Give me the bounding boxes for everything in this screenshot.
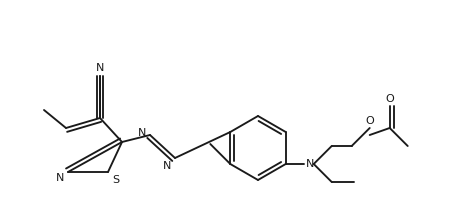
Text: N: N bbox=[96, 63, 104, 73]
Text: S: S bbox=[112, 175, 120, 185]
Text: N: N bbox=[138, 128, 146, 138]
Text: N: N bbox=[56, 173, 64, 183]
Text: O: O bbox=[365, 116, 374, 126]
Text: O: O bbox=[385, 94, 394, 104]
Text: N: N bbox=[305, 159, 314, 169]
Text: N: N bbox=[163, 161, 171, 171]
